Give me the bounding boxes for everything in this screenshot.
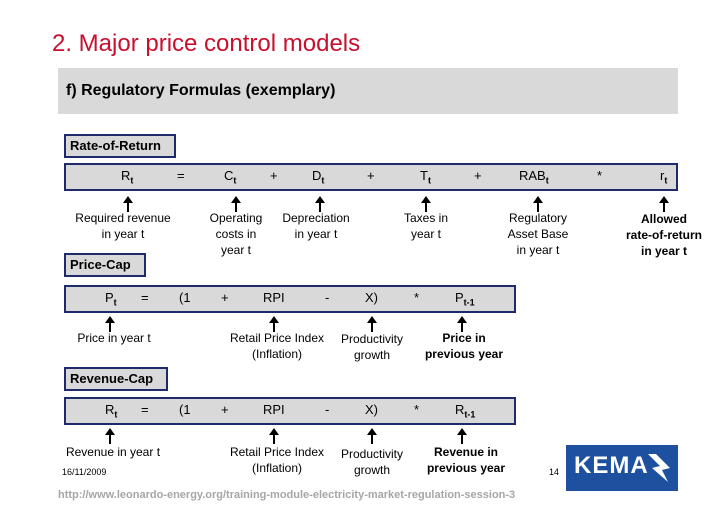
note-rpi: Retail Price Index (Inflation) — [229, 331, 325, 361]
rate-of-return-formula-bar — [64, 163, 678, 191]
note-revenue-year: Revenue in year t — [65, 445, 161, 459]
price-cap-label: Price-Cap — [64, 253, 146, 277]
note-rpi-revenue: Retail Price Index (Inflation) — [229, 445, 325, 475]
ror-depreciation-symbol: Dt — [312, 168, 325, 186]
note-productivity-revenue: Productivity growth — [340, 447, 404, 477]
note-asset-base: Regulatory Asset Base in year t — [507, 211, 569, 257]
ror-times: * — [597, 168, 603, 183]
note-previous-revenue: Revenue in previous year — [426, 445, 506, 475]
ror-asset-base-symbol: RABt — [519, 168, 549, 186]
rc-minus: - — [325, 402, 330, 417]
note-productivity: Productivity growth — [340, 332, 404, 362]
pc-rpi: RPI — [263, 290, 285, 305]
ror-equals: = — [177, 168, 185, 183]
rc-previous-revenue-symbol: Rt-1 — [455, 402, 476, 420]
note-required-revenue: Required revenue in year t — [75, 211, 171, 241]
kema-logo-text: KEMA — [574, 452, 649, 479]
revenue-cap-label: Revenue-Cap — [64, 367, 168, 391]
rc-times: * — [414, 402, 420, 417]
subtitle-bar — [58, 68, 678, 114]
rate-of-return-label: Rate-of-Return — [64, 134, 176, 158]
ror-revenue-symbol: Rt — [121, 168, 134, 186]
slide-subtitle: f) Regulatory Formulas (exemplary) — [66, 82, 336, 99]
rc-x: X) — [365, 402, 378, 417]
footer-date: 16/11/2009 — [62, 467, 107, 477]
note-price-year: Price in year t — [77, 331, 151, 345]
pc-minus: - — [325, 290, 330, 305]
pc-x: X) — [365, 290, 378, 305]
note-taxes: Taxes in year t — [403, 211, 449, 241]
revenue-cap-formula-bar — [64, 397, 516, 425]
page-number: 14 — [549, 467, 560, 477]
ror-plus-1: + — [270, 168, 278, 183]
pc-plus: + — [221, 290, 229, 305]
ror-costs-symbol: Ct — [224, 168, 237, 186]
pc-open: (1 — [179, 290, 191, 305]
ror-plus-2: + — [367, 168, 375, 183]
note-previous-price: Price in previous year — [424, 331, 504, 361]
note-depreciation: Depreciation in year t — [282, 211, 350, 241]
note-operating-costs: Operating costs in year t — [209, 211, 263, 257]
price-cap-formula-bar — [64, 285, 516, 313]
pc-price-symbol: Pt — [105, 290, 117, 308]
rc-revenue-symbol: Rt — [105, 402, 118, 420]
ror-plus-3: + — [474, 168, 482, 183]
lightning-icon — [648, 454, 670, 482]
pc-equals: = — [141, 290, 149, 305]
rc-rpi: RPI — [263, 402, 285, 417]
rc-plus: + — [221, 402, 229, 417]
rc-equals: = — [141, 402, 149, 417]
footer-url[interactable]: http://www.leonardo-energy.org/training-… — [58, 489, 516, 501]
note-allowed-return: Allowed rate-of-return in year t — [625, 212, 702, 258]
pc-previous-price-symbol: Pt-1 — [455, 290, 475, 308]
ror-taxes-symbol: Tt — [420, 168, 431, 186]
rc-open: (1 — [179, 402, 191, 417]
pc-times: * — [414, 290, 420, 305]
ror-return-symbol: rt — [660, 168, 668, 186]
slide-title: 2. Major price control models — [52, 30, 361, 57]
